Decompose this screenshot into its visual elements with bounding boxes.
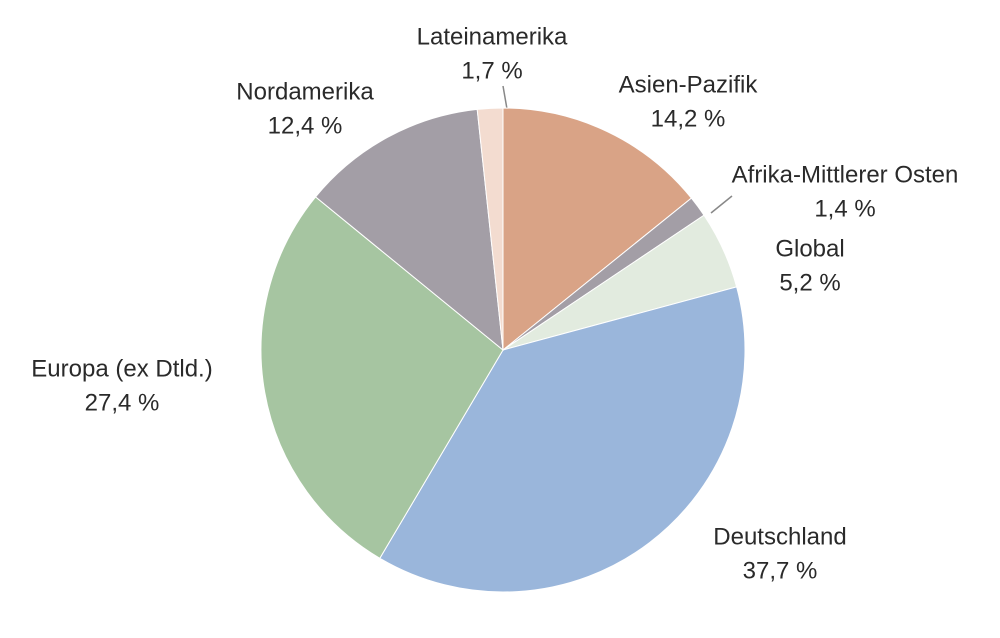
slice-value-label: 5,2 %: [779, 269, 840, 296]
slice-value-label: 27,4 %: [85, 389, 160, 416]
slice-label: Global: [775, 235, 844, 262]
slice-label: Asien-Pazifik: [619, 71, 759, 98]
slice-label: Afrika-Mittlerer Osten: [732, 161, 959, 188]
slice-value-label: 12,4 %: [268, 112, 343, 139]
slice-label: Deutschland: [713, 523, 846, 550]
slice-value-label: 14,2 %: [651, 105, 726, 132]
pie-slice: [314, 108, 504, 352]
slice-label: Lateinamerika: [417, 23, 568, 50]
pie-slice: [502, 107, 693, 352]
slice-value-label: 1,4 %: [814, 195, 875, 222]
leader-line: [710, 195, 733, 214]
slice-label: Europa (ex Dtld.): [31, 355, 212, 382]
slice-value-label: 37,7 %: [743, 557, 818, 584]
pie-slice: [476, 107, 504, 351]
leader-line: [502, 85, 508, 110]
slice-label: Nordamerika: [236, 78, 374, 105]
pie-slice: [260, 196, 504, 559]
slice-value-label: 1,7 %: [461, 57, 522, 84]
pie-slice: [379, 286, 746, 593]
